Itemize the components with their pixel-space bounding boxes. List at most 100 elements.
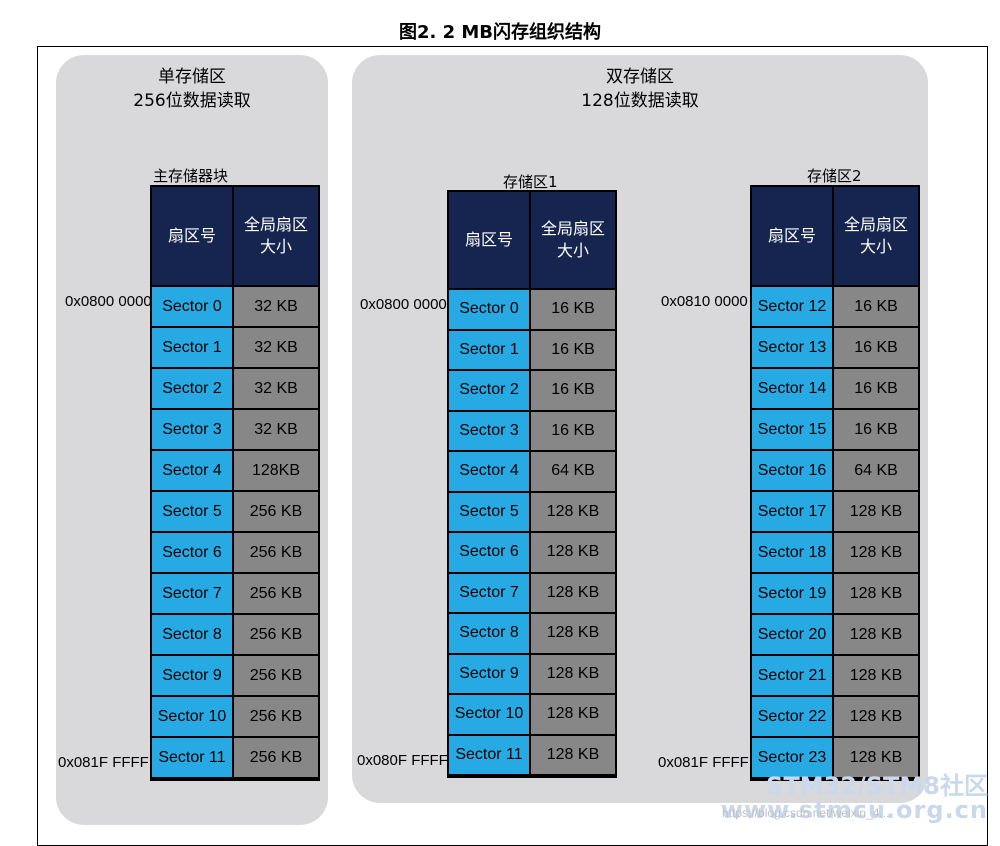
sector-size-cell: 128 KB <box>531 735 615 774</box>
panel-heading-line2: 128位数据读取 <box>581 91 699 111</box>
sector-cell: Sector 9 <box>152 656 232 695</box>
end-address: 0x081F FFFF <box>658 754 749 771</box>
sector-cell: Sector 15 <box>752 410 832 449</box>
sector-size-header-line2: 大小 <box>859 237 892 256</box>
sector-cell: Sector 16 <box>752 451 832 490</box>
end-address: 0x080F FFFF <box>357 751 448 769</box>
sector-size-cell: 128 KB <box>531 654 615 693</box>
start-address: 0x0810 0000 <box>661 293 748 310</box>
start-address: 0x0800 0000 <box>65 293 152 310</box>
sector-size-cell: 128 KB <box>531 573 615 612</box>
block-label: 存储区1 <box>503 173 558 191</box>
source-url: https://blog.csdn.net/weixin_4... <box>722 806 890 820</box>
sector-cell: Sector 13 <box>752 328 832 367</box>
sector-size-cell: 128 KB <box>834 574 918 613</box>
sector-size-header-line1: 全局扇区 <box>243 215 308 234</box>
sector-size-cell: 256 KB <box>234 656 318 695</box>
watermark: STM32/STM8社区 www.stmcu.org.cn <box>721 774 988 822</box>
sector-cell: Sector 10 <box>449 695 529 734</box>
sector-size-header-line1: 全局扇区 <box>843 215 908 234</box>
sector-cell: Sector 18 <box>752 533 832 572</box>
sector-cell: Sector 5 <box>152 492 232 531</box>
sector-cell: Sector 8 <box>152 615 232 654</box>
sector-size-cell: 32 KB <box>234 287 318 326</box>
sector-cell: Sector 4 <box>152 451 232 490</box>
figure-title: 图2. 2 MB闪存组织结构 <box>398 22 602 43</box>
sector-cell: Sector 17 <box>752 492 832 531</box>
sector-cell: Sector 3 <box>152 410 232 449</box>
panel-heading-line2: 256位数据读取 <box>133 91 251 111</box>
sector-table: 扇区号 全局扇区 大小 Sector 0 16 KB Sector 1 16 KB Secto… <box>447 190 617 778</box>
sector-number-header: 扇区号 <box>449 192 529 288</box>
sector-size-cell: 16 KB <box>531 411 615 450</box>
sector-size-cell: 128 KB <box>834 697 918 736</box>
sector-cell: Sector 1 <box>152 328 232 367</box>
sector-size-cell: 128 KB <box>834 738 918 777</box>
sector-size-cell: 256 KB <box>234 738 318 777</box>
panel-heading-line1: 双存储区 <box>606 67 674 87</box>
sector-cell: Sector 7 <box>449 573 529 612</box>
start-address: 0x0800 0000 <box>360 296 447 313</box>
panel-heading: 单存储区 256位数据读取 <box>56 65 328 113</box>
sector-size-cell: 128 KB <box>531 695 615 734</box>
sector-cell: Sector 4 <box>449 452 529 491</box>
sector-size-cell: 16 KB <box>834 287 918 326</box>
block-label: 存储区2 <box>807 167 862 185</box>
sector-size-cell: 16 KB <box>531 371 615 410</box>
sector-size-cell: 256 KB <box>234 492 318 531</box>
sector-size-cell: 128KB <box>234 451 318 490</box>
sector-cell: Sector 8 <box>449 614 529 653</box>
sector-size-header: 全局扇区 大小 <box>531 192 615 288</box>
sector-size-cell: 32 KB <box>234 369 318 408</box>
sector-cell: Sector 21 <box>752 656 832 695</box>
sector-size-cell: 16 KB <box>531 290 615 329</box>
sector-size-cell: 128 KB <box>834 656 918 695</box>
panel-heading: 双存储区 128位数据读取 <box>352 65 928 113</box>
sector-cell: Sector 1 <box>449 330 529 369</box>
sector-size-cell: 128 KB <box>531 533 615 572</box>
panel-heading-line1: 单存储区 <box>158 67 226 87</box>
sector-cell: Sector 11 <box>152 738 232 777</box>
sector-table: 扇区号 全局扇区 大小 Sector 12 16 KB Sector 13 16 KB Sec… <box>750 185 920 781</box>
sector-size-cell: 16 KB <box>834 369 918 408</box>
sector-size-header-line2: 大小 <box>556 241 589 260</box>
sector-size-cell: 128 KB <box>531 614 615 653</box>
sector-cell: Sector 19 <box>752 574 832 613</box>
block-label: 主存储器块 <box>153 167 229 185</box>
watermark-line2: www.stmcu.org.cn <box>720 796 988 824</box>
watermark-line1: STM32/STM8社区 <box>766 772 988 800</box>
sector-number-header: 扇区号 <box>752 187 832 285</box>
sector-size-cell: 32 KB <box>234 410 318 449</box>
sector-cell: Sector 6 <box>152 533 232 572</box>
sector-cell: Sector 20 <box>752 615 832 654</box>
sector-size-cell: 64 KB <box>531 452 615 491</box>
sector-cell: Sector 9 <box>449 654 529 693</box>
sector-size-cell: 256 KB <box>234 574 318 613</box>
sector-size-cell: 256 KB <box>234 533 318 572</box>
sector-cell: Sector 6 <box>449 533 529 572</box>
sector-cell: Sector 22 <box>752 697 832 736</box>
sector-size-cell: 128 KB <box>834 492 918 531</box>
sector-size-cell: 16 KB <box>834 410 918 449</box>
sector-size-cell: 16 KB <box>531 330 615 369</box>
sector-number-header: 扇区号 <box>152 187 232 285</box>
sector-cell: Sector 5 <box>449 492 529 531</box>
sector-cell: Sector 10 <box>152 697 232 736</box>
sector-size-header-line2: 大小 <box>259 237 292 256</box>
sector-size-header-line1: 全局扇区 <box>540 219 605 238</box>
sector-cell: Sector 23 <box>752 738 832 777</box>
sector-table: 扇区号 全局扇区 大小 Sector 0 32 KB Sector 1 32 KB Secto… <box>150 185 320 781</box>
sector-size-cell: 32 KB <box>234 328 318 367</box>
sector-size-cell: 16 KB <box>834 328 918 367</box>
sector-size-cell: 128 KB <box>834 533 918 572</box>
sector-size-header: 全局扇区 大小 <box>834 187 918 285</box>
sector-size-cell: 256 KB <box>234 615 318 654</box>
sector-size-cell: 256 KB <box>234 697 318 736</box>
sector-size-cell: 128 KB <box>531 492 615 531</box>
sector-cell: Sector 11 <box>449 735 529 774</box>
sector-cell: Sector 14 <box>752 369 832 408</box>
sector-cell: Sector 12 <box>752 287 832 326</box>
sector-size-header: 全局扇区 大小 <box>234 187 318 285</box>
sector-cell: Sector 0 <box>152 287 232 326</box>
end-address: 0x081F FFFF <box>58 754 149 771</box>
